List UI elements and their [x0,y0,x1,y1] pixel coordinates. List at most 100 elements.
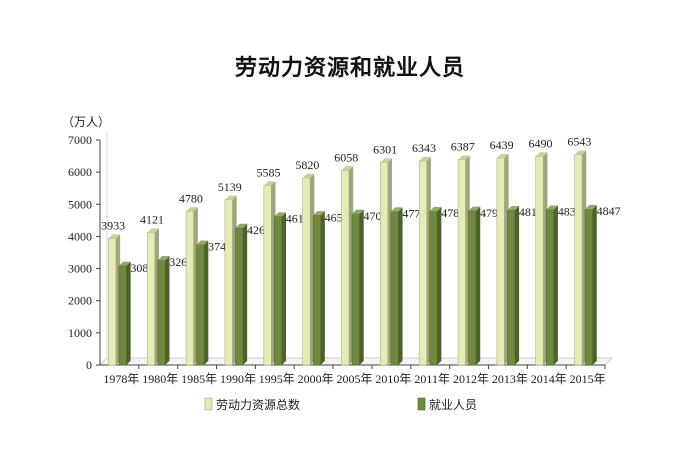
x-tick-label: 2012年 [453,372,489,386]
labor-force-bar [146,232,156,366]
x-tick-label: 1995年 [259,372,295,386]
labor-force-bar [574,154,583,366]
labor-force-bar-top [380,158,393,163]
employed-bar-top [352,209,364,214]
legend-label-labor-force: 劳动力资源总数 [216,397,300,412]
x-tick-label: 2005年 [336,372,372,386]
labor-force-bar-top [496,153,509,159]
x-tick-label: 2011年 [414,372,450,386]
employed-bar-side [437,206,442,365]
labor-force-bar [380,162,389,366]
employed-bar-side [359,209,364,365]
y-tick-label: 1000 [68,326,92,340]
labor-force-value-label: 5585 [257,165,281,179]
employed-bar [468,210,477,366]
employed-bar-top [429,206,442,212]
employed-bar-top [196,240,209,245]
labor-force-bar [457,159,466,366]
labor-force-bar [418,160,427,366]
employed-bar-top [118,261,131,266]
y-tick-label: 6000 [68,165,92,179]
labor-force-bar-top [419,156,431,162]
labor-force-bar-top [535,152,548,157]
employed-value-label: 4847 [597,204,621,218]
labor-force-value-label: 4780 [179,191,203,205]
employed-bar-side [592,205,597,365]
y-tick-label: 4000 [68,229,92,243]
employed-bar-top [157,256,170,261]
employed-bar-top [390,207,403,212]
x-tick-label: 2015年 [570,372,606,386]
labor-force-value-label: 6439 [490,138,514,152]
labor-force-bar-top [147,228,159,233]
labor-force-bar-top [224,195,237,200]
employed-bar-top [274,212,287,217]
employed-bar [429,210,438,366]
labor-force-value-label: 6301 [373,142,397,156]
employed-bar-top [235,223,248,228]
employed-bar [390,211,399,366]
labor-force-value-label: 3933 [101,219,125,233]
x-tick-label: 2014年 [531,372,567,386]
labor-force-bar-top [458,155,470,160]
employed-bar-top [585,205,597,210]
x-tick-label: 1980年 [142,372,178,386]
x-tick-label: 1990年 [220,372,256,386]
employed-bar-side [476,206,481,365]
y-tick-label: 7000 [68,133,92,147]
x-tick-label: 1978年 [103,372,139,386]
labor-force-bar-top [302,173,315,178]
employed-bar-side [320,211,325,365]
employed-bar [584,208,593,366]
labor-force-value-label: 6543 [567,135,591,149]
labor-force-value-label: 6058 [334,150,358,164]
legend-label-employed: 就业人员 [429,398,477,412]
x-tick-label: 2000年 [298,372,334,386]
employed-bar-side [553,205,558,365]
employed-bar [507,209,516,366]
labor-force-bar-top [341,166,354,171]
labor-force-bar-top [574,150,587,155]
x-tick-label: 2010年 [375,372,411,386]
employed-bar [274,216,283,366]
employed-bar-side [126,261,131,365]
labor-force-bar-top [263,181,276,186]
employed-bar [545,209,555,366]
y-tick-label: 5000 [68,197,92,211]
labor-force-bar-top [108,234,121,239]
y-tick-label: 0 [86,358,92,372]
x-tick-label: 1985年 [181,372,217,386]
employed-bar [157,259,166,366]
y-tick-label: 3000 [68,262,92,276]
legend-swatch-labor-force [204,397,213,411]
employed-bar [196,244,205,366]
x-tick-label: 2013年 [492,372,528,386]
employed-bar [235,227,244,366]
labor-force-value-label: 6490 [528,136,552,150]
labor-force-bar [224,199,233,366]
employed-bar-side [204,240,209,365]
employed-bar [118,265,127,366]
employed-bar [351,213,360,366]
labor-force-bar-top [186,207,198,212]
legend-swatch-employed [417,397,426,411]
labor-force-value-label: 5139 [218,180,242,194]
employed-bar-side [398,207,403,365]
labor-force-value-label: 6387 [451,140,475,154]
chart-title: 劳动力资源和就业人员 [234,55,465,81]
labor-force-value-label: 4121 [140,213,164,227]
labor-force-value-label: 5820 [295,158,319,172]
employed-bar [312,214,321,366]
labor-force-bar [496,157,505,366]
employed-bar-top [313,211,325,216]
labor-force-bar [185,211,194,366]
employed-bar-side [281,212,287,365]
employed-bar-side [514,205,520,365]
employed-bar-side [165,256,170,365]
labor-force-value-label: 6343 [412,141,436,155]
employed-bar-top [468,206,481,211]
employed-bar-top [507,205,520,211]
labor-force-bar [302,177,311,366]
labor-force-bar [535,156,544,366]
